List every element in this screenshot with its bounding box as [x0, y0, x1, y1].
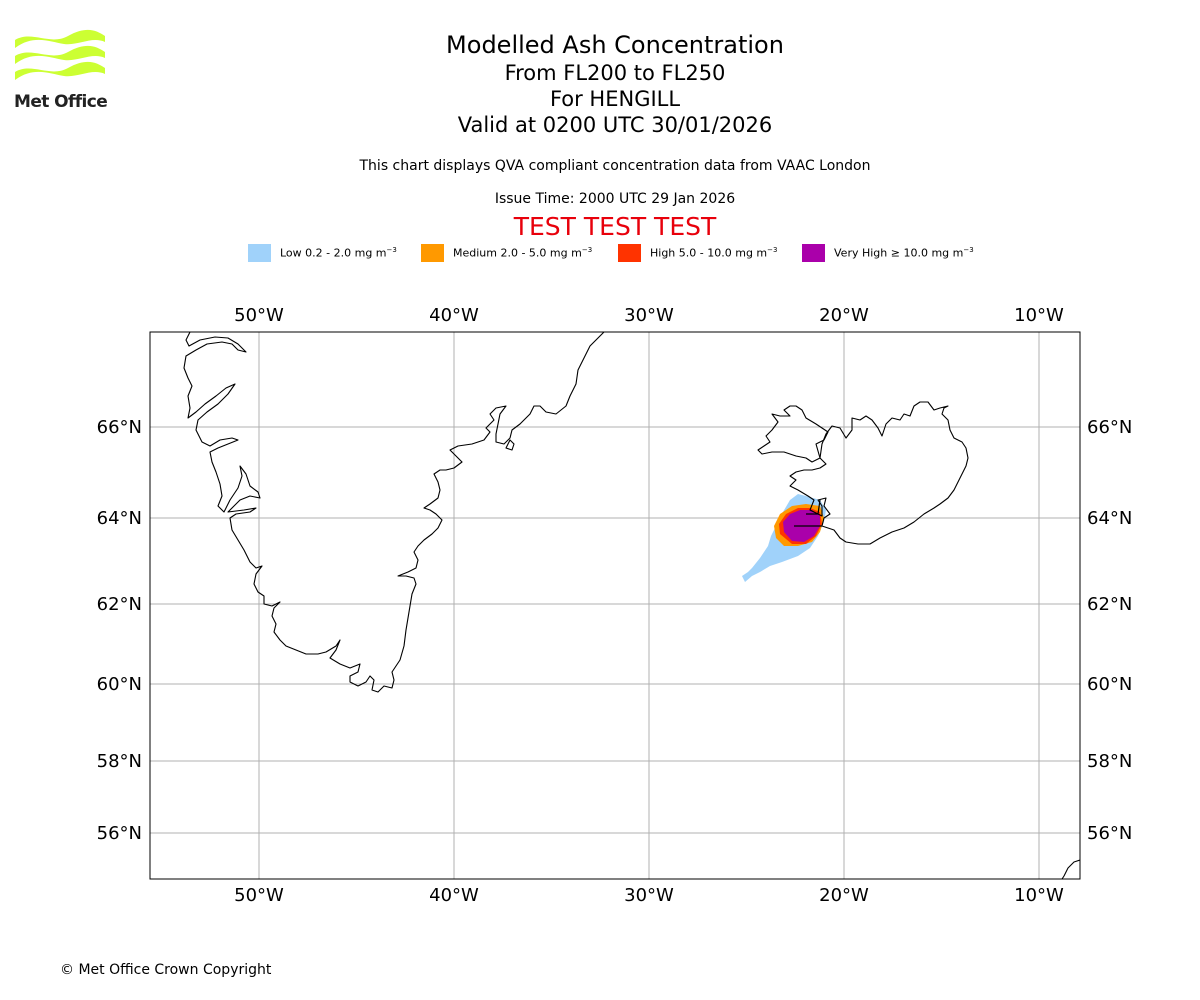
legend-label-low: Low 0.2 - 2.0 mg m−3 — [280, 246, 397, 260]
ash-plume — [742, 494, 826, 582]
lat-label-left: 58°N — [97, 751, 142, 772]
lon-label-top: 40°W — [429, 305, 479, 326]
lat-label-left: 62°N — [97, 594, 142, 615]
volcano-name: For HENGILL — [549, 87, 681, 111]
bottom-longitude-labels: 50°W 40°W 30°W 20°W 10°W — [234, 885, 1064, 906]
logo-text: Met Office — [14, 92, 108, 112]
valid-time: Valid at 0200 UTC 30/01/2026 — [457, 113, 773, 137]
lat-label-left: 56°N — [97, 823, 142, 844]
lon-label-bottom: 20°W — [819, 885, 869, 906]
legend-swatch-low — [248, 244, 271, 262]
lon-label-top: 10°W — [1014, 305, 1064, 326]
copyright-notice: © Met Office Crown Copyright — [60, 962, 272, 978]
lat-label-right: 56°N — [1087, 823, 1132, 844]
lat-label-right: 66°N — [1087, 417, 1132, 438]
coastlines — [183, 332, 1080, 879]
chart-subtitle: This chart displays QVA compliant concen… — [359, 158, 871, 174]
legend-swatch-medium — [421, 244, 444, 262]
lon-label-top: 30°W — [624, 305, 674, 326]
left-latitude-labels: 66°N 64°N 62°N 60°N 58°N 56°N — [97, 417, 142, 844]
issue-time: Issue Time: 2000 UTC 29 Jan 2026 — [494, 191, 736, 207]
lat-label-right: 58°N — [1087, 751, 1132, 772]
lat-label-left: 66°N — [97, 417, 142, 438]
lat-label-right: 62°N — [1087, 594, 1132, 615]
volcano-marker — [794, 499, 822, 527]
test-banner: TEST TEST TEST — [513, 212, 717, 241]
right-latitude-labels: 66°N 64°N 62°N 60°N 58°N 56°N — [1087, 417, 1132, 844]
lat-label-right: 60°N — [1087, 674, 1132, 695]
lon-label-top: 50°W — [234, 305, 284, 326]
lon-label-top: 20°W — [819, 305, 869, 326]
lon-label-bottom: 30°W — [624, 885, 674, 906]
map-frame — [149, 331, 1081, 880]
legend-swatch-high — [618, 244, 641, 262]
flight-level-range: From FL200 to FL250 — [504, 61, 726, 85]
iceland-westfjords — [757, 405, 829, 463]
lat-label-right: 64°N — [1087, 508, 1132, 529]
chart-title: Modelled Ash Concentration — [446, 31, 784, 59]
top-longitude-labels: 50°W 40°W 30°W 20°W 10°W — [234, 305, 1064, 326]
legend-label-high: High 5.0 - 10.0 mg m−3 — [650, 246, 778, 260]
lat-label-left: 64°N — [97, 508, 142, 529]
legend-swatch-very-high — [802, 244, 825, 262]
legend-label-medium: Medium 2.0 - 5.0 mg m−3 — [453, 246, 593, 260]
legend: Low 0.2 - 2.0 mg m−3 Medium 2.0 - 5.0 mg… — [0, 244, 1200, 264]
legend-label-very-high: Very High ≥ 10.0 mg m−3 — [834, 246, 974, 260]
greenland-coastline — [183, 332, 605, 693]
greenland-island — [505, 439, 515, 451]
lon-label-bottom: 50°W — [234, 885, 284, 906]
iceland-coastline — [789, 401, 969, 545]
lat-label-left: 60°N — [97, 674, 142, 695]
lon-label-bottom: 40°W — [429, 885, 479, 906]
graticule — [150, 332, 1080, 879]
edge-coastline — [1061, 859, 1080, 879]
met-office-logo — [15, 29, 105, 80]
title-block: Modelled Ash Concentration From FL200 to… — [315, 30, 915, 138]
lon-label-bottom: 10°W — [1014, 885, 1064, 906]
